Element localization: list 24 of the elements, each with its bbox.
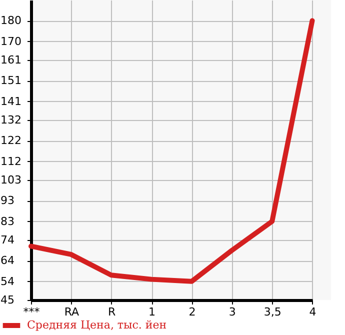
y-tick-label: 132 bbox=[0, 114, 22, 126]
y-tick-label: 93 bbox=[0, 194, 14, 208]
y-tick-label: 180 bbox=[0, 14, 22, 28]
x-tick-label: RA bbox=[64, 306, 80, 318]
y-tick-label: 170 bbox=[0, 34, 22, 48]
x-tick-label: 2 bbox=[188, 306, 196, 318]
x-tick-label: 4 bbox=[309, 306, 316, 318]
x-tick-label: 3 bbox=[228, 306, 236, 318]
y-tick-label: 103 bbox=[0, 174, 22, 186]
x-tick-label: 3,5 bbox=[264, 306, 282, 318]
x-tick-label: R bbox=[108, 306, 116, 318]
y-tick-label: 112 bbox=[0, 154, 22, 168]
y-tick-label: 122 bbox=[0, 134, 22, 148]
y-tick-label: 64 bbox=[0, 254, 14, 268]
x-tick-label: *** bbox=[23, 306, 40, 318]
legend-label: Средняя Цена, тыс. йен bbox=[27, 318, 167, 332]
y-tick-label: 45 bbox=[0, 294, 14, 306]
y-tick-label: 74 bbox=[0, 234, 14, 246]
y-tick-label: 83 bbox=[0, 214, 14, 228]
y-tick-label: 161 bbox=[0, 54, 22, 66]
y-tick-label: 141 bbox=[0, 94, 22, 108]
x-tick-label: 1 bbox=[148, 306, 156, 318]
y-tick-label: 151 bbox=[0, 74, 22, 88]
y-tick-label: 54 bbox=[0, 274, 14, 288]
